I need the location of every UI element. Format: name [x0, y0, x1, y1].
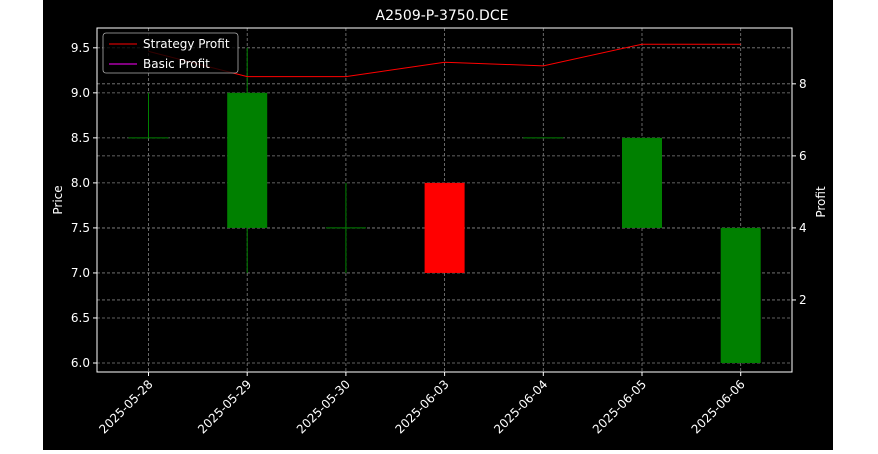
y-tick-label: 6.5 — [71, 311, 90, 325]
y-axis-label: Price — [51, 185, 65, 214]
chart-title: A2509-P-3750.DCE — [376, 8, 509, 24]
candle — [622, 137, 662, 228]
series-line — [148, 43, 741, 78]
candle — [424, 182, 465, 273]
candle — [227, 47, 268, 273]
legend: Strategy Profit Basic Profit — [102, 32, 239, 74]
figure: A2509-P-3750.DCE 6.0 6.5 7.0 7.5 8.0 8.5 9.0 9.… — [43, 0, 833, 450]
candles — [128, 47, 761, 363]
y-tick-label: 9.0 — [71, 86, 90, 100]
x-tick-label: 2025-06-04 — [491, 377, 550, 436]
x-tick-label: 2025-06-06 — [689, 377, 748, 436]
y-tick-label: 6.0 — [71, 356, 90, 370]
candle — [128, 92, 169, 139]
y2-axis-label: Profit — [814, 186, 828, 218]
x-tick-label: 2025-05-30 — [294, 377, 353, 436]
y2-tick-label: 2 — [799, 293, 807, 307]
x-tick-label: 2025-05-28 — [96, 377, 155, 436]
y-tick-label: 7.0 — [71, 266, 90, 280]
legend-label: Strategy Profit — [143, 37, 230, 51]
chart: A2509-P-3750.DCE 6.0 6.5 7.0 7.5 8.0 8.5 9.0 9.… — [51, 8, 828, 436]
y2-tick-label: 4 — [799, 221, 807, 235]
y-axis-left: 6.0 6.5 7.0 7.5 8.0 8.5 9.0 9.5 — [71, 41, 97, 370]
y2-tick-label: 6 — [799, 149, 807, 163]
y-tick-label: 9.5 — [71, 41, 90, 55]
candle-body — [720, 227, 761, 363]
candle-body — [622, 137, 662, 228]
candle — [720, 227, 761, 363]
y-axis-right: 2 4 6 8 — [792, 77, 807, 307]
candle-body — [227, 92, 268, 228]
legend-label: Basic Profit — [143, 57, 210, 71]
legend-box — [102, 32, 239, 74]
y-tick-label: 8.5 — [71, 131, 90, 145]
x-tick-label: 2025-06-05 — [590, 377, 649, 436]
x-tick-label: 2025-06-03 — [393, 377, 452, 436]
candle — [325, 182, 366, 273]
candle-body — [424, 182, 465, 273]
y-tick-label: 7.5 — [71, 221, 90, 235]
y-tick-label: 8.0 — [71, 176, 90, 190]
y2-tick-label: 8 — [799, 77, 807, 91]
x-tick-label: 2025-05-29 — [195, 377, 254, 436]
x-axis: 2025-05-28 2025-05-29 2025-05-30 2025-06-03… — [96, 372, 748, 436]
